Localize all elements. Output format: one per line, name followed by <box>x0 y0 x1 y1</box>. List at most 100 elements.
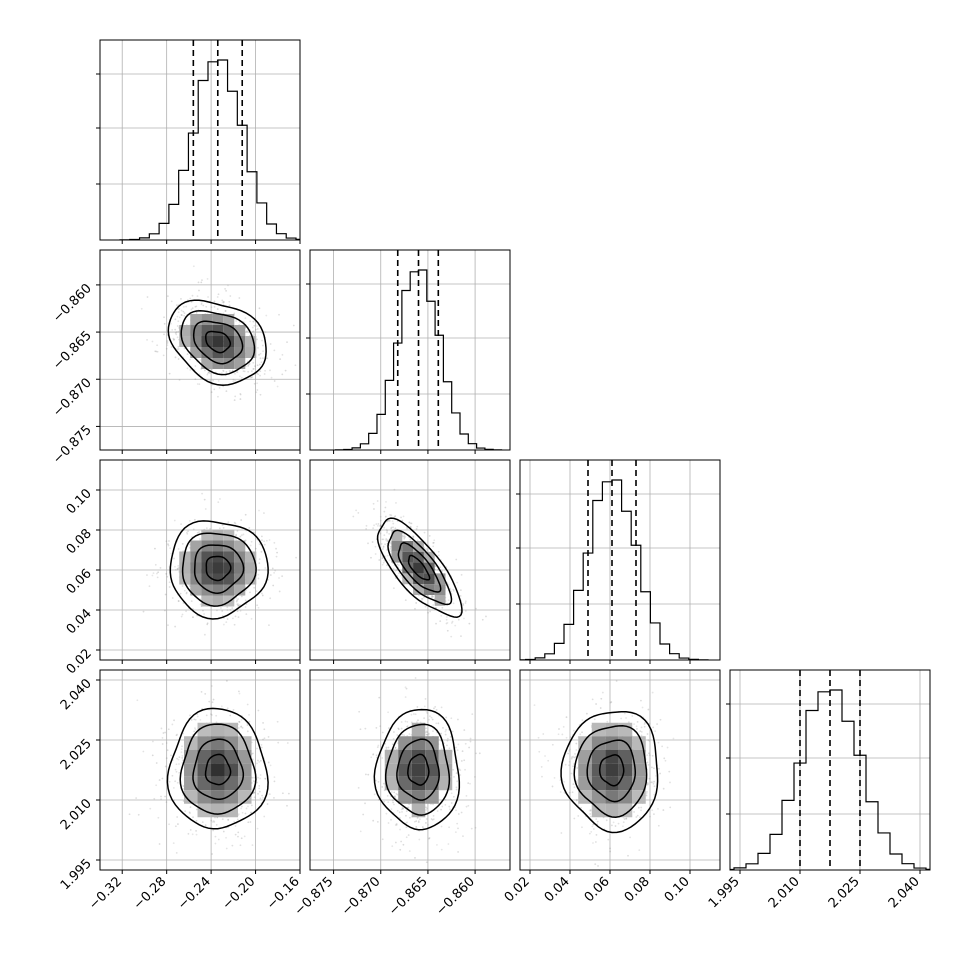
sample-point <box>445 618 448 621</box>
y-tick-label: −0.865 <box>50 328 95 373</box>
sample-point <box>464 602 467 604</box>
sample-point <box>568 760 571 763</box>
density-cell <box>179 573 191 585</box>
sample-point <box>650 766 653 769</box>
sample-point <box>405 810 408 813</box>
sample-point <box>452 795 455 798</box>
sample-point <box>367 542 369 545</box>
sample-point <box>455 786 458 789</box>
sample-point <box>287 792 290 795</box>
sample-point <box>195 819 198 822</box>
sample-point <box>175 851 178 854</box>
sample-point <box>183 589 186 592</box>
sample-point <box>273 796 275 799</box>
sample-point <box>281 373 284 376</box>
sample-point <box>431 718 434 721</box>
sample-point <box>594 863 597 866</box>
sample-point <box>226 618 229 620</box>
sample-point <box>234 372 236 375</box>
sample-point <box>171 329 174 331</box>
density-cell <box>179 325 191 337</box>
sample-point <box>663 757 666 760</box>
sample-point <box>395 822 398 825</box>
sample-point <box>427 823 429 826</box>
sample-point <box>404 599 407 602</box>
sample-point <box>239 398 242 400</box>
sample-point <box>428 534 431 537</box>
sample-point <box>400 808 403 811</box>
sample-point <box>221 299 224 302</box>
sample-point <box>151 574 154 577</box>
sample-point <box>185 305 188 308</box>
sample-point <box>389 545 392 548</box>
sample-point <box>135 797 138 799</box>
density-cell <box>197 749 212 764</box>
sample-point <box>597 865 599 867</box>
contour-line <box>396 738 440 801</box>
sample-point <box>252 367 255 370</box>
sample-point <box>156 572 158 575</box>
density-cell <box>618 790 633 804</box>
sample-point <box>234 615 237 618</box>
sample-point <box>249 591 251 594</box>
sample-point <box>404 696 407 698</box>
panel-frame <box>309 669 511 871</box>
density-cell <box>190 562 202 574</box>
sample-point <box>400 721 403 723</box>
sample-point <box>439 566 442 569</box>
sample-point <box>219 498 221 500</box>
sample-point <box>226 609 229 612</box>
sample-point <box>645 792 648 795</box>
sample-point <box>415 820 418 823</box>
sample-point <box>229 370 232 373</box>
sample-point <box>231 369 234 372</box>
sample-point <box>375 726 378 729</box>
sample-point <box>155 762 158 764</box>
sample-point <box>169 547 172 549</box>
sample-point <box>203 633 206 636</box>
sample-point <box>237 813 240 816</box>
sample-point <box>247 821 250 824</box>
density-cell <box>632 776 646 791</box>
sample-point <box>444 798 447 801</box>
sample-point <box>440 614 443 617</box>
density-cell <box>211 736 225 750</box>
sample-point <box>629 836 631 839</box>
sample-point <box>450 802 453 804</box>
sample-point <box>173 338 176 341</box>
sample-point <box>195 833 198 836</box>
sample-point <box>651 691 654 694</box>
sample-point <box>237 604 240 607</box>
sample-point <box>209 380 212 382</box>
contour-line <box>384 723 451 816</box>
sample-point <box>387 822 390 824</box>
sample-point <box>370 756 373 759</box>
sample-point <box>396 793 399 796</box>
sample-point <box>481 618 484 621</box>
contour-line <box>407 753 430 786</box>
sample-point <box>370 556 372 559</box>
density-cell <box>197 776 212 791</box>
sample-point <box>390 526 393 529</box>
density-cell <box>223 584 235 596</box>
sample-point <box>409 525 412 528</box>
sample-point <box>232 617 234 620</box>
sample-point <box>386 794 389 797</box>
sample-point <box>183 314 186 317</box>
sample-point <box>416 539 419 542</box>
sample-point <box>168 540 170 542</box>
sample-point <box>393 796 396 798</box>
density-cell <box>212 595 224 607</box>
sample-point <box>196 715 199 718</box>
sample-point <box>378 559 381 561</box>
sample-point <box>449 808 451 811</box>
sample-point <box>414 856 416 859</box>
sample-point <box>180 314 183 316</box>
sample-point <box>258 543 261 545</box>
sample-point <box>460 811 463 814</box>
sample-point <box>426 731 429 734</box>
sample-point <box>226 707 229 710</box>
sample-point <box>573 756 576 759</box>
sample-point <box>402 807 405 810</box>
sample-point <box>607 838 610 841</box>
